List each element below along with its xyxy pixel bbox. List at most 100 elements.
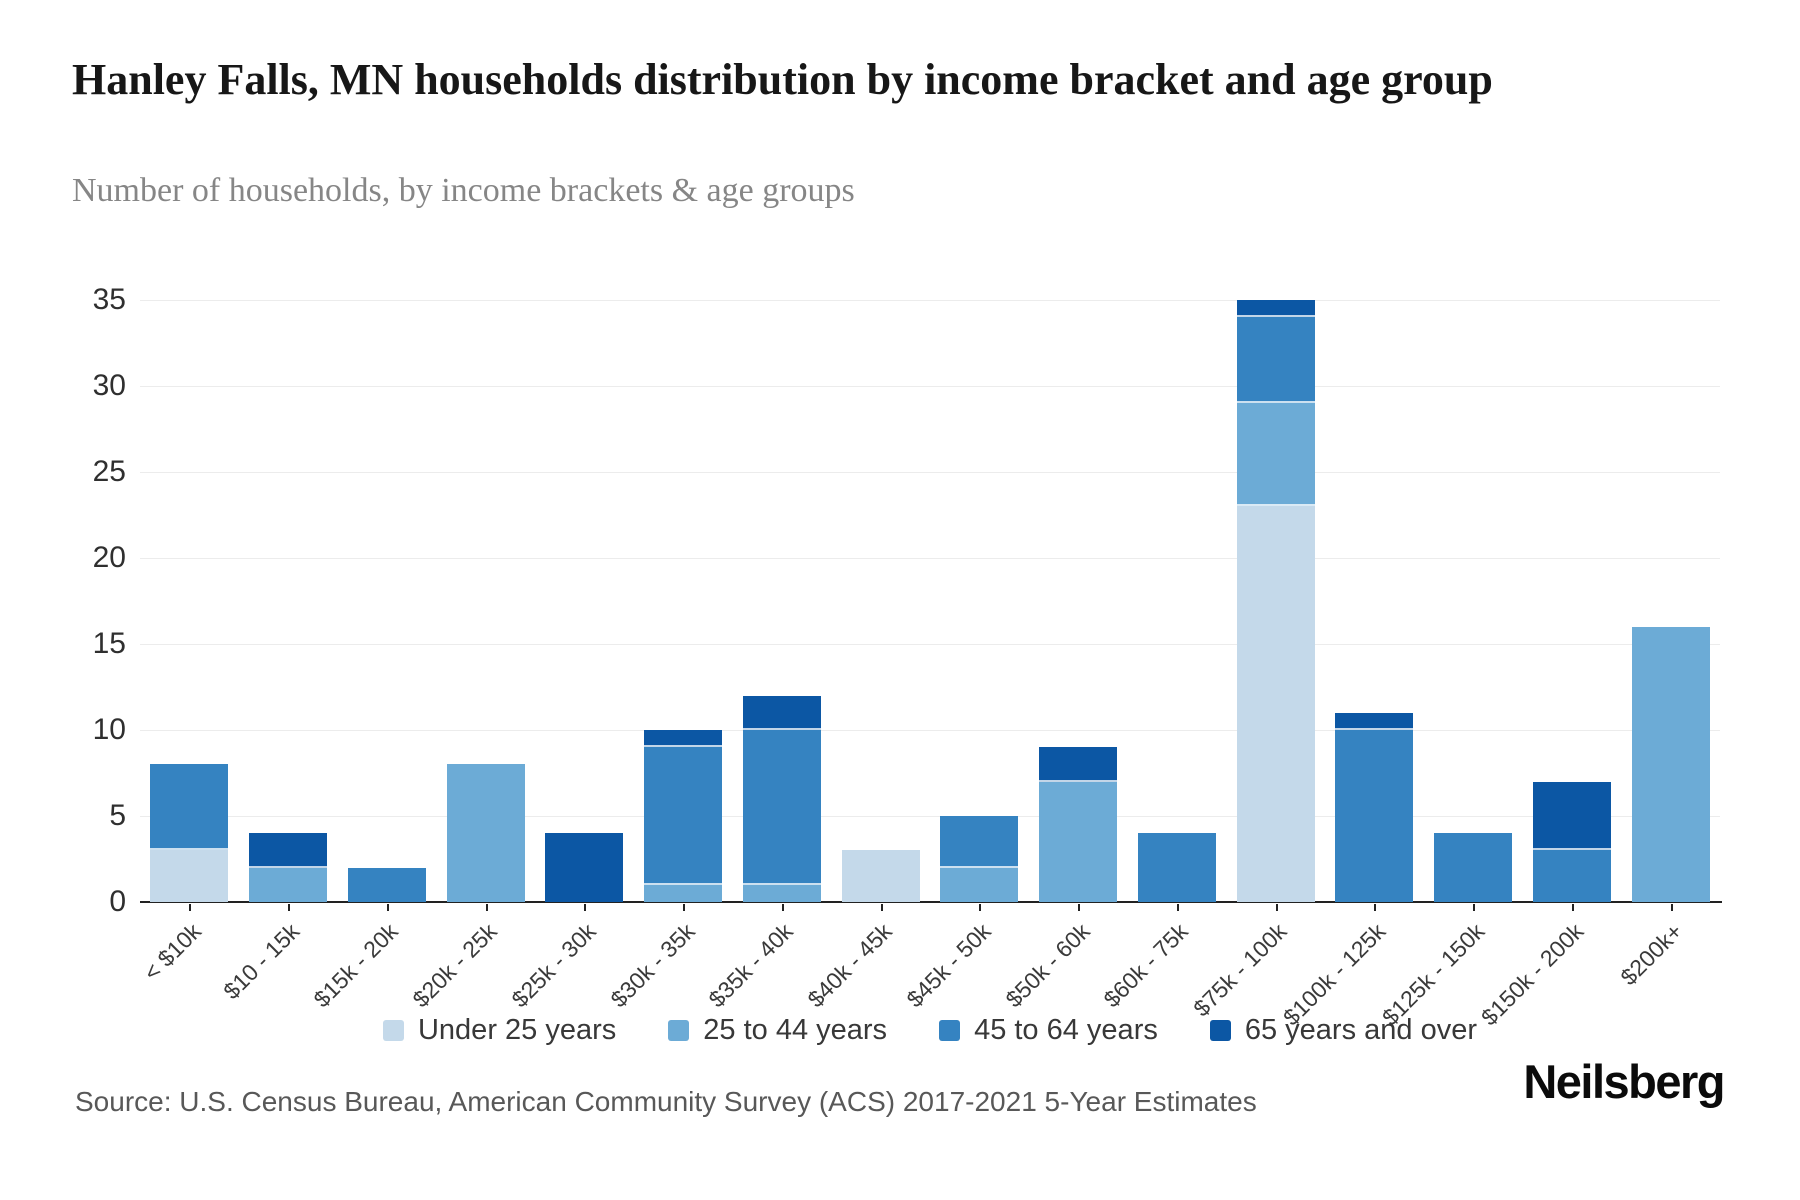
bar-segment[interactable] — [1039, 781, 1118, 902]
x-tick-label: $10 - 15k — [218, 918, 305, 1005]
legend-swatch-icon — [1209, 1020, 1231, 1041]
legend-swatch-icon — [668, 1020, 690, 1041]
x-tick-label: < $10k — [138, 918, 206, 986]
bar-segment[interactable] — [1532, 850, 1611, 902]
bar-slot — [1325, 300, 1424, 911]
stacked-bar — [940, 816, 1019, 902]
bar-segment[interactable] — [150, 850, 229, 902]
x-tick-label: $15k - 20k — [308, 918, 404, 1013]
bar-segment[interactable] — [940, 816, 1019, 868]
y-tick-label: 35 — [92, 283, 126, 316]
gridline-5 — [140, 816, 1720, 817]
source-note: Source: U.S. Census Bureau, American Com… — [75, 1086, 1257, 1117]
bar-slot — [1029, 300, 1128, 911]
plot-area — [140, 300, 1720, 902]
brand-logo: Neilsberg — [1523, 1055, 1725, 1108]
bar-segment[interactable] — [249, 867, 328, 902]
legend-label: 45 to 64 years — [974, 1014, 1158, 1046]
x-tick-label: $60k - 75k — [1098, 918, 1194, 1013]
bar-slot — [634, 300, 733, 911]
x-tick-label: $200k+ — [1614, 918, 1688, 991]
gridline-25 — [140, 472, 1720, 473]
bar-slot — [1424, 300, 1523, 911]
stacked-bar — [742, 695, 821, 902]
gridline-20 — [140, 558, 1720, 559]
gridline-30 — [140, 386, 1720, 387]
stacked-bar — [249, 833, 328, 902]
bar-slot — [1523, 300, 1622, 911]
legend: Under 25 years 25 to 44 years 45 to 64 yea… — [140, 1016, 1720, 1045]
bar-segment[interactable] — [1631, 626, 1710, 902]
bar-segment[interactable] — [150, 764, 229, 851]
legend-label: 65 years and over — [1244, 1014, 1478, 1046]
bar-segment[interactable] — [742, 730, 821, 885]
bar-slot — [436, 300, 535, 911]
bar-segment[interactable] — [940, 867, 1019, 902]
bar-segment[interactable] — [1335, 712, 1414, 730]
x-tick-label: $75k - 100k — [1188, 918, 1293, 1022]
y-axis-labels: 0 5 10 15 20 25 30 35 — [0, 285, 126, 917]
y-tick-label: 15 — [92, 627, 126, 660]
page-title: Hanley Falls, MN households distribution… — [72, 55, 1493, 104]
legend-swatch-icon — [382, 1020, 404, 1041]
x-tick-label: $50k - 60k — [1000, 918, 1095, 1013]
legend-label: 25 to 44 years — [703, 1014, 888, 1046]
bar-segment[interactable] — [1434, 833, 1513, 902]
page-subtitle: Number of households, by income brackets… — [72, 172, 855, 209]
bar-segment[interactable] — [1335, 730, 1414, 902]
legend-item[interactable]: Under 25 years — [382, 1014, 617, 1046]
y-tick-label: 5 — [109, 799, 126, 832]
x-tick-label: $40k - 45k — [802, 918, 898, 1013]
bar-slot — [1128, 300, 1227, 911]
gridline-15 — [140, 644, 1720, 645]
stacked-bar — [545, 833, 624, 902]
bar-segment[interactable] — [742, 884, 821, 902]
legend-item[interactable]: 65 years and over — [1209, 1014, 1478, 1046]
x-tick-label: $150k - 200k — [1475, 918, 1589, 1031]
bar-segment[interactable] — [446, 764, 525, 902]
legend-item[interactable]: 25 to 44 years — [668, 1016, 887, 1045]
x-tick-label: $20k - 25k — [407, 918, 503, 1013]
bar-segment[interactable] — [841, 850, 920, 902]
x-tick-label: $25k - 30k — [506, 918, 601, 1013]
bar-slot — [831, 300, 930, 911]
x-tick-label: $45k - 50k — [901, 918, 996, 1013]
bar-slot — [239, 300, 338, 911]
bar-slot — [733, 300, 832, 911]
stacked-bar — [1039, 747, 1118, 902]
bar-segment[interactable] — [1039, 747, 1118, 782]
bar-segment[interactable] — [1137, 833, 1216, 902]
bar-segment[interactable] — [1236, 506, 1315, 902]
stacked-bar — [347, 867, 426, 902]
bar-segment[interactable] — [249, 833, 328, 868]
stacked-bar — [644, 730, 723, 902]
stacked-bar — [1434, 833, 1513, 902]
bar-slot — [140, 300, 239, 911]
bar-segment[interactable] — [644, 730, 723, 748]
legend-item[interactable]: 45 to 64 years — [939, 1016, 1158, 1045]
stacked-bar — [1532, 781, 1611, 902]
bar-segment[interactable] — [347, 867, 426, 902]
bar-segment[interactable] — [742, 695, 821, 731]
bar-slot — [930, 300, 1029, 911]
x-tick-label: $30k - 35k — [605, 918, 700, 1013]
bar-segment[interactable] — [1236, 317, 1315, 404]
legend-label: Under 25 years — [417, 1014, 617, 1046]
bar-segment[interactable] — [1236, 403, 1315, 507]
stacked-bar — [1631, 626, 1710, 902]
bar-segment[interactable] — [644, 884, 723, 902]
bar-segment[interactable] — [545, 833, 624, 902]
x-axis-labels: < $10k $10 - 15k $15k - 20k $20k - 25k $25k … — [138, 918, 1720, 1030]
bar-segment[interactable] — [644, 747, 723, 885]
bar-segment[interactable] — [1236, 300, 1315, 318]
stacked-bar — [1236, 300, 1315, 902]
bar-slot — [338, 300, 437, 911]
y-tick-label: 10 — [92, 713, 126, 746]
x-tick-label: $35k - 40k — [703, 918, 799, 1013]
stacked-bar — [1137, 833, 1216, 902]
stacked-bar — [841, 850, 920, 902]
gridline-35 — [140, 300, 1720, 301]
bars-container — [140, 300, 1720, 911]
bar-segment[interactable] — [1532, 781, 1611, 851]
